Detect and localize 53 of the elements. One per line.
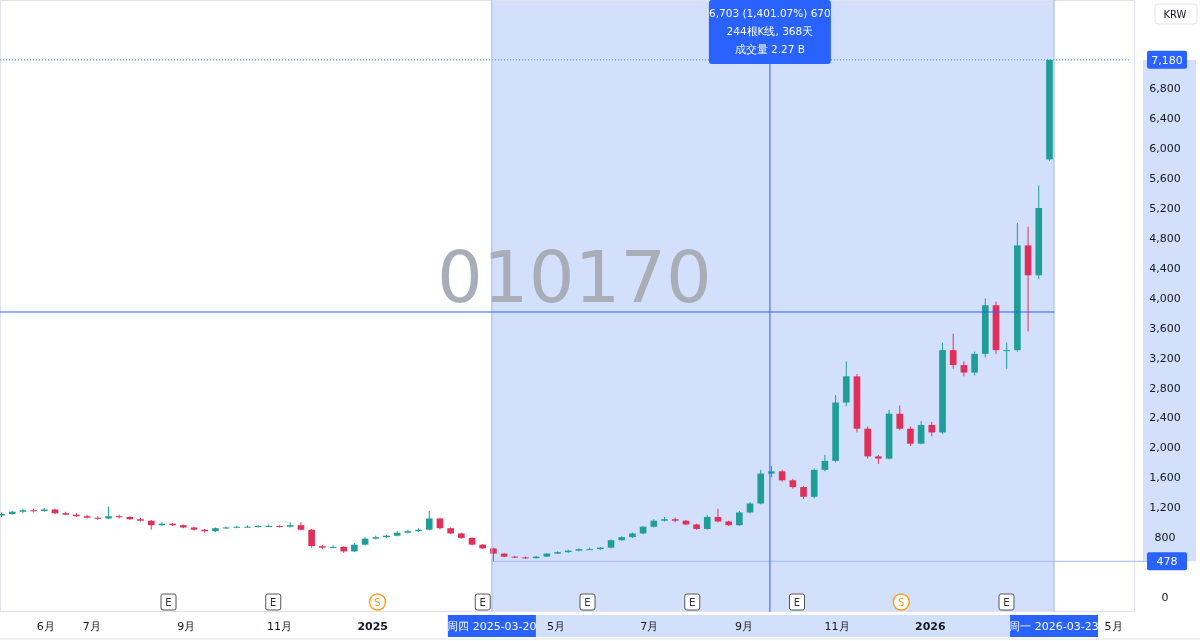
y-tick-label: 3,200	[1149, 351, 1181, 365]
x-tick-label: 2026	[914, 620, 946, 633]
candlestick	[19, 508, 27, 514]
y-tick-label: 1,200	[1149, 501, 1181, 515]
x-tick-label: 6月	[36, 620, 55, 633]
candlestick	[244, 524, 251, 528]
candlestick	[907, 425, 914, 447]
annotation: S	[898, 597, 905, 608]
candlestick	[971, 351, 978, 377]
y-tick-label: 2,800	[1149, 381, 1181, 395]
ref-line-label: 7,180	[1151, 53, 1183, 67]
annotation: 6,703 (1,401.07%) 670	[709, 7, 831, 19]
candlestick	[949, 333, 957, 370]
y-tick-label: 1,600	[1149, 471, 1181, 485]
annotation: E	[793, 597, 801, 608]
annotation: E	[479, 597, 486, 608]
x-tick-label: 5月	[1104, 620, 1123, 633]
y-tick-label: 6,400	[1149, 112, 1181, 126]
y-tick-label: 6,000	[1149, 142, 1181, 156]
y-tick-label: 4,000	[1149, 291, 1181, 305]
y-tick-label: 2,400	[1149, 411, 1181, 425]
annotation: S	[374, 597, 381, 608]
candlestick	[960, 360, 968, 377]
annotation: E	[689, 597, 696, 608]
x-tick-label: 5月	[547, 620, 566, 633]
y-tick-label: 3,600	[1149, 321, 1181, 335]
y-tick-label: 4,800	[1149, 231, 1181, 245]
text: 010170	[437, 235, 712, 319]
annotation: E	[584, 597, 591, 608]
y-tick-label: 2,000	[1149, 441, 1181, 455]
x-tick-label: 9月	[177, 620, 196, 633]
annotation: 244根K线, 368天	[726, 25, 814, 37]
ref-line-label: 478	[1156, 555, 1178, 569]
x-tick-label: 7月	[82, 620, 101, 633]
y-tick-label: 5,200	[1149, 201, 1181, 215]
annotation: E	[1003, 597, 1010, 608]
x-tick-label: 7月	[640, 620, 659, 633]
y-tick-label: 0	[1161, 591, 1169, 605]
y-axis-title: KRW	[1163, 9, 1187, 20]
annotation: E	[165, 597, 172, 608]
annotation: E	[270, 597, 277, 608]
candlestick	[308, 528, 315, 549]
candlestick	[896, 405, 904, 431]
annotation: 成交量 2.27 B	[734, 43, 806, 55]
y-tick-label: 6,800	[1149, 82, 1181, 96]
y-tick-label: 800	[1154, 531, 1176, 545]
x-tick-label: 11月	[824, 620, 850, 633]
y-tick-label: 4,400	[1149, 261, 1181, 275]
y-tick-label: 5,600	[1149, 172, 1181, 186]
x-tick-label: 11月	[267, 620, 293, 633]
x-tick-label: 9月	[734, 620, 753, 633]
candlestick	[1003, 342, 1010, 370]
x-tick-label: 2025	[357, 620, 389, 633]
